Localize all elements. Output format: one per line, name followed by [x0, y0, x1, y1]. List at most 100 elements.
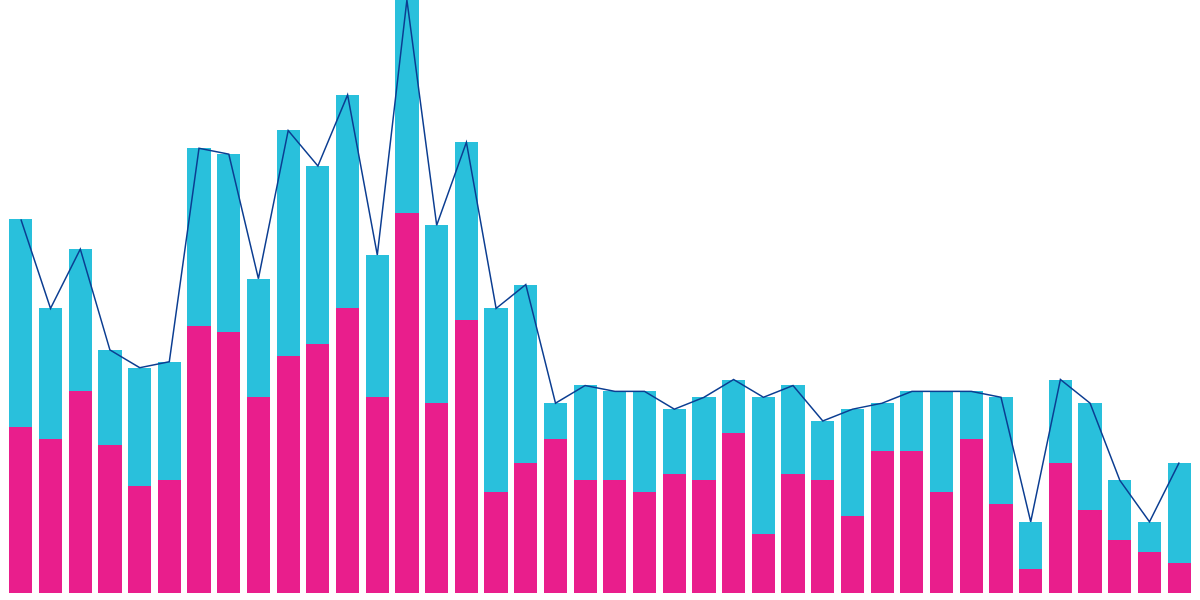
bar: [1049, 380, 1072, 593]
bar-segment-top: [1108, 480, 1131, 539]
bar-segment-bottom: [247, 397, 270, 593]
bar-segment-bottom: [574, 480, 597, 593]
bar-segment-bottom: [9, 427, 32, 593]
bar: [455, 142, 478, 593]
bar: [277, 130, 300, 593]
bar: [366, 255, 389, 593]
bar-segment-top: [1168, 463, 1191, 564]
bar-segment-bottom: [336, 308, 359, 593]
bar: [1078, 403, 1101, 593]
bar-segment-bottom: [455, 320, 478, 593]
bar-segment-top: [1078, 403, 1101, 510]
bar: [336, 95, 359, 593]
bar: [217, 154, 240, 593]
bar-segment-top: [841, 409, 864, 516]
bar-segment-top: [455, 142, 478, 320]
bar-segment-bottom: [841, 516, 864, 593]
bar-segment-top: [663, 409, 686, 474]
bar-segment-bottom: [811, 480, 834, 593]
bar-segment-top: [395, 0, 418, 213]
bar-segment-top: [187, 148, 210, 326]
bar-segment-top: [574, 385, 597, 480]
bar: [900, 391, 923, 593]
bar-segment-top: [247, 279, 270, 398]
bar-segment-bottom: [930, 492, 953, 593]
bar-segment-bottom: [781, 474, 804, 593]
bar: [663, 409, 686, 593]
bar: [158, 362, 181, 593]
bar-segment-bottom: [544, 439, 567, 593]
bar-segment-bottom: [425, 403, 448, 593]
stacked-bar-line-chart: [0, 0, 1200, 600]
bar-segment-top: [752, 397, 775, 533]
bar-segment-bottom: [960, 439, 983, 593]
bar-segment-top: [9, 219, 32, 427]
bar-segment-top: [1019, 522, 1042, 569]
bar: [544, 403, 567, 593]
bar: [425, 225, 448, 593]
bar-segment-bottom: [484, 492, 507, 593]
bar-segment-top: [1049, 380, 1072, 463]
bar: [1168, 463, 1191, 593]
bar-segment-bottom: [366, 397, 389, 593]
bar: [811, 421, 834, 593]
bar-segment-top: [69, 249, 92, 391]
bar-segment-top: [306, 166, 329, 344]
bar: [9, 219, 32, 593]
bar-segment-bottom: [1138, 552, 1161, 594]
bar-segment-bottom: [98, 445, 121, 593]
bar-segment-top: [930, 391, 953, 492]
bar: [752, 397, 775, 593]
bar-segment-bottom: [187, 326, 210, 593]
bar-segment-bottom: [603, 480, 626, 593]
bar: [871, 403, 894, 593]
bar-segment-bottom: [633, 492, 656, 593]
bar-segment-top: [277, 130, 300, 355]
bar: [306, 166, 329, 593]
bar-segment-top: [217, 154, 240, 332]
bar: [39, 308, 62, 593]
bar-segment-bottom: [900, 451, 923, 593]
bar-segment-top: [603, 391, 626, 480]
bar: [603, 391, 626, 593]
bar-segment-top: [544, 403, 567, 439]
bar-segment-top: [811, 421, 834, 480]
bar-segment-top: [366, 255, 389, 397]
bar-segment-top: [158, 362, 181, 481]
bar-segment-bottom: [692, 480, 715, 593]
bar: [128, 368, 151, 593]
bar-segment-top: [425, 225, 448, 403]
bar-segment-top: [900, 391, 923, 450]
bar: [781, 385, 804, 593]
bar-segment-bottom: [1168, 563, 1191, 593]
bar-segment-bottom: [39, 439, 62, 593]
bar-segment-top: [692, 397, 715, 480]
bar-segment-top: [781, 385, 804, 474]
bar-segment-bottom: [989, 504, 1012, 593]
bar-segment-bottom: [69, 391, 92, 593]
bar: [633, 391, 656, 593]
bar-segment-top: [98, 350, 121, 445]
bar: [484, 308, 507, 593]
bar: [247, 279, 270, 593]
bar-segment-top: [484, 308, 507, 492]
bar: [960, 391, 983, 593]
bar: [1019, 522, 1042, 593]
bar: [841, 409, 864, 593]
bar: [98, 350, 121, 593]
bar-segment-top: [514, 285, 537, 463]
bar-segment-top: [989, 397, 1012, 504]
bar: [930, 391, 953, 593]
bar-segment-bottom: [158, 480, 181, 593]
bar-segment-bottom: [514, 463, 537, 593]
bar: [395, 0, 418, 593]
bar-segment-top: [1138, 522, 1161, 552]
bar-segment-top: [128, 368, 151, 487]
bar-segment-bottom: [217, 332, 240, 593]
bar: [989, 397, 1012, 593]
bar-segment-bottom: [1049, 463, 1072, 593]
bar-segment-top: [336, 95, 359, 308]
bar-segment-bottom: [277, 356, 300, 593]
bar-segment-bottom: [663, 474, 686, 593]
bar-segment-top: [960, 391, 983, 438]
